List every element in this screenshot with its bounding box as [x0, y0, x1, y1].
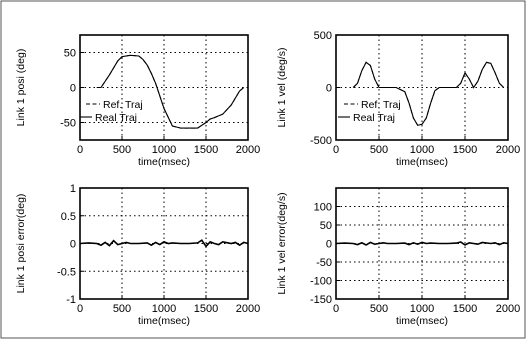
y-axis-label: Link 1 posi error(deg): [15, 194, 27, 294]
x-axis-label: time(msec): [396, 315, 448, 327]
series-line-error: [335, 241, 509, 246]
x-tick-label: 1000: [152, 303, 176, 315]
x-tick-label: 1000: [410, 144, 434, 156]
y-tick-label: -100: [310, 276, 332, 288]
y-tick-label: -1: [66, 294, 76, 306]
legend-entry-ref-traj: Ref. Traj: [361, 99, 401, 111]
y-tick-label: 0: [70, 239, 76, 251]
series-line-error: [79, 239, 249, 248]
y-tick-label: -0.5: [57, 266, 76, 278]
x-tick-label: 0: [77, 303, 83, 315]
x-tick-label: 1500: [194, 303, 218, 315]
x-tick-label: 1500: [453, 303, 477, 315]
series-line-real-traj: [352, 61, 505, 126]
y-tick-label: -50: [60, 118, 76, 130]
x-tick-label: 1500: [194, 144, 218, 156]
y-tick-label: -50: [316, 257, 332, 269]
y-tick-label: 100: [314, 202, 332, 214]
x-tick-label: 2000: [236, 144, 260, 156]
legend-entry-real-traj: Real Traj: [353, 112, 395, 124]
y-axis-label: Link 1 posi (deg): [15, 49, 27, 127]
x-tick-label: 2000: [496, 144, 520, 156]
y-tick-label: 0: [326, 239, 332, 251]
legend-entry-real-traj: Real Traj: [95, 112, 137, 124]
x-tick-label: 0: [333, 144, 339, 156]
y-tick-label: 0: [326, 83, 332, 95]
x-tick-label: 2000: [496, 303, 520, 315]
x-tick-label: 1000: [410, 303, 434, 315]
chart-link1-vel-error: 0 500 1000 1500 2000100500-50-100-150time(ms…: [276, 187, 520, 327]
y-tick-label: -500: [310, 135, 332, 147]
y-tick-label: 0.5: [61, 211, 76, 223]
y-tick-label: 500: [314, 30, 332, 42]
y-axis-label: Link 1 vel (deg/s): [276, 48, 288, 128]
x-tick-label: 2000: [236, 303, 260, 315]
x-tick-label: 500: [113, 303, 131, 315]
x-axis-label: time(msec): [396, 156, 448, 168]
x-tick-label: 500: [370, 303, 388, 315]
y-tick-label: 50: [320, 220, 332, 232]
x-axis-label: time(msec): [138, 315, 190, 327]
x-axis-label: time(msec): [138, 156, 190, 168]
x-tick-label: 0: [333, 303, 339, 315]
x-tick-label: 500: [113, 144, 131, 156]
series-line-real-traj: [96, 54, 245, 129]
y-tick-label: 50: [64, 48, 76, 60]
legend-entry-ref-traj: Ref. Traj: [103, 99, 143, 111]
x-tick-label: 0: [77, 144, 83, 156]
x-tick-label: 1000: [152, 144, 176, 156]
y-tick-label: 0: [70, 83, 76, 95]
chart-link1-posi-error: 0 500 1000 1500 2000 1 0.5 0 -0.5 -1 time(msec) Lin…: [15, 183, 260, 327]
y-tick-label: -150: [310, 294, 332, 306]
y-tick-label: 1: [70, 183, 76, 195]
y-axis-label: Link 1 vel error(deg/s): [276, 192, 288, 294]
plot-frame: [79, 34, 249, 141]
x-tick-label: 1500: [453, 144, 477, 156]
x-tick-label: 500: [370, 144, 388, 156]
